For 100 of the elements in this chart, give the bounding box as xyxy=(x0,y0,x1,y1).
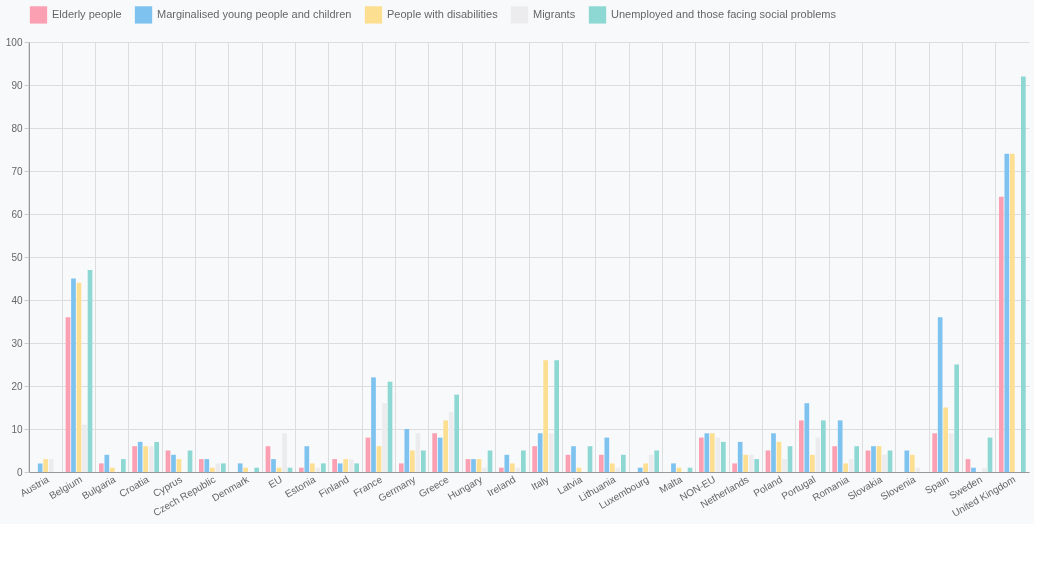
y-tick-label: 100 xyxy=(5,36,23,48)
bar xyxy=(337,463,343,472)
bar xyxy=(909,454,915,472)
bar xyxy=(771,433,776,472)
bar xyxy=(943,407,949,472)
bar xyxy=(204,459,210,472)
bar xyxy=(354,463,360,472)
bar xyxy=(271,459,276,472)
bar xyxy=(454,394,460,472)
y-tick-label: 0 xyxy=(16,466,23,478)
bar xyxy=(643,463,649,472)
bar xyxy=(882,454,887,472)
bar xyxy=(848,459,854,472)
bar xyxy=(398,463,404,472)
bar xyxy=(704,433,710,472)
bar xyxy=(321,463,326,472)
bar xyxy=(382,403,387,472)
y-tick-label: 70 xyxy=(11,165,23,177)
bar xyxy=(471,459,476,472)
bar xyxy=(132,446,137,472)
bar xyxy=(648,454,654,472)
bar xyxy=(732,463,737,472)
bar xyxy=(498,467,504,472)
bar xyxy=(904,450,910,472)
bar xyxy=(548,433,554,472)
y-tick-label: 60 xyxy=(11,208,23,220)
bar xyxy=(609,463,615,472)
bar xyxy=(143,446,149,472)
bar xyxy=(982,467,987,472)
x-tick-label: Spain xyxy=(923,473,951,496)
bar xyxy=(343,459,349,472)
bar xyxy=(721,441,726,472)
bar xyxy=(954,364,960,472)
bar xyxy=(948,433,954,472)
bar xyxy=(298,467,304,472)
bar xyxy=(754,459,760,472)
bar xyxy=(809,454,815,472)
bar xyxy=(521,450,526,472)
bar xyxy=(237,463,243,472)
bar xyxy=(1004,153,1010,472)
bar xyxy=(121,459,126,472)
bar xyxy=(871,446,876,472)
bar xyxy=(171,454,176,472)
legend-label: People with disabilities xyxy=(387,7,499,20)
bar xyxy=(104,454,110,472)
bar xyxy=(304,446,310,472)
bar xyxy=(421,450,426,472)
legend-label: Migrants xyxy=(533,7,576,20)
y-tick-label: 30 xyxy=(11,337,23,349)
bar xyxy=(598,454,604,472)
bar xyxy=(448,411,454,472)
bar xyxy=(654,450,660,472)
bar xyxy=(404,429,410,472)
bar xyxy=(804,403,810,472)
x-tick-label: Italy xyxy=(529,473,551,493)
bar xyxy=(154,441,160,472)
bar xyxy=(82,424,87,472)
y-tick-label: 90 xyxy=(11,79,23,91)
bar xyxy=(409,450,415,472)
y-tick-label: 80 xyxy=(11,122,23,134)
bar xyxy=(621,454,626,472)
legend-label: Marginalised young people and children xyxy=(157,7,352,20)
bar xyxy=(71,278,76,472)
bar xyxy=(671,463,676,472)
bar xyxy=(782,459,787,472)
bar xyxy=(254,467,260,472)
bar xyxy=(482,467,487,472)
bar xyxy=(282,433,287,472)
bar xyxy=(554,360,560,472)
bar xyxy=(532,446,537,472)
y-tick-label: 40 xyxy=(11,294,23,306)
bar xyxy=(604,437,610,472)
bar xyxy=(509,463,515,472)
bar xyxy=(148,446,154,472)
bar xyxy=(37,463,43,472)
bar xyxy=(1021,76,1026,472)
bar xyxy=(504,454,510,472)
bar xyxy=(698,437,704,472)
bar xyxy=(198,459,204,472)
bar xyxy=(371,377,376,472)
bar xyxy=(1009,153,1015,472)
y-tick-label: 50 xyxy=(11,251,23,263)
bar xyxy=(443,420,449,472)
bar xyxy=(309,463,315,472)
bar xyxy=(209,467,215,472)
bar xyxy=(221,463,226,472)
y-tick-label: 10 xyxy=(11,423,23,435)
bar xyxy=(109,467,115,472)
bar xyxy=(543,360,549,472)
bar xyxy=(348,459,354,472)
bar xyxy=(998,196,1004,472)
bar xyxy=(832,446,837,472)
bar xyxy=(748,454,754,472)
x-tick-label: EU xyxy=(266,473,284,491)
bar xyxy=(798,420,804,472)
legend-label: Unemployed and those facing social problems xyxy=(611,7,837,20)
bar xyxy=(571,446,576,472)
bar xyxy=(432,433,437,472)
bar xyxy=(43,459,49,472)
bar xyxy=(709,433,715,472)
